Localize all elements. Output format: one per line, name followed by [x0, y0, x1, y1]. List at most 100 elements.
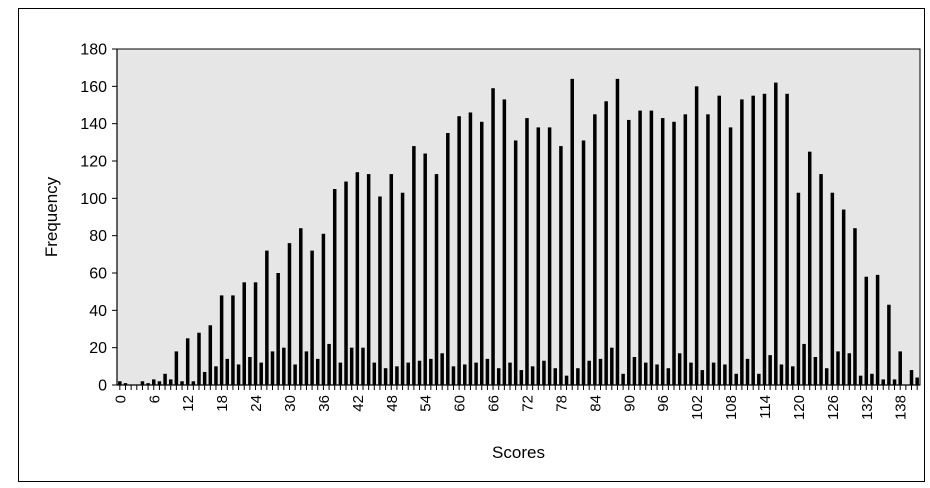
bar [683, 114, 688, 385]
bar [389, 174, 394, 385]
y-tick-label: 40 [89, 303, 107, 320]
x-tick-label: 66 [486, 395, 503, 412]
bar [779, 364, 784, 385]
bar [672, 121, 676, 386]
bar [259, 362, 263, 385]
x-tick-label: 48 [384, 395, 401, 412]
bar [152, 379, 156, 385]
bar [146, 383, 150, 385]
bar [491, 88, 495, 385]
bar [559, 146, 563, 385]
bar [791, 366, 795, 385]
x-tick-label: 72 [519, 395, 536, 412]
bar [909, 370, 914, 385]
bar [813, 357, 818, 385]
bar [423, 153, 427, 385]
x-tick-label: 96 [655, 395, 672, 412]
bar [429, 358, 433, 385]
bar [694, 86, 699, 385]
x-tick-label: 54 [418, 395, 435, 412]
bar [208, 325, 213, 385]
bar [440, 353, 444, 385]
bar [751, 95, 755, 386]
x-tick-label: 6 [146, 395, 163, 403]
bar [581, 140, 586, 385]
bar [734, 373, 738, 385]
bar [355, 172, 360, 385]
bar [332, 189, 337, 385]
x-tick-label: 138 [893, 395, 910, 420]
bar [830, 192, 835, 385]
y-tick-label: 180 [80, 42, 107, 59]
x-tick-label: 114 [757, 395, 774, 419]
bar [378, 196, 382, 385]
bar [530, 366, 535, 385]
bar [327, 343, 331, 385]
bar [270, 351, 275, 385]
y-axis: 0 20 40 60 80 100 120 140 160 180 [80, 42, 118, 395]
bar [315, 358, 320, 385]
bar [598, 358, 603, 385]
bar [677, 353, 682, 385]
bar [513, 140, 518, 385]
bar [615, 78, 620, 385]
bar [723, 364, 727, 385]
bar [412, 146, 416, 385]
bar [372, 362, 377, 385]
bar [185, 338, 190, 385]
bar [717, 95, 722, 386]
bar [168, 379, 173, 385]
bar [819, 174, 823, 385]
bar [202, 371, 207, 385]
bar [231, 295, 235, 385]
bar [853, 228, 857, 385]
bar [570, 78, 574, 385]
bar [508, 362, 512, 385]
x-axis: 0 6 12 18 24 30 36 42 48 54 60 66 72 78 84 90 96 102 108 11… [112, 384, 920, 420]
x-tick-label: 18 [214, 395, 231, 412]
bar [841, 209, 846, 385]
bar [479, 121, 484, 386]
x-tick-label: 78 [553, 395, 570, 412]
x-tick-label: 84 [587, 395, 604, 412]
bar [123, 383, 128, 385]
bar [468, 112, 473, 385]
bar [434, 174, 439, 385]
bar [740, 99, 744, 386]
bar [366, 174, 371, 385]
x-tick-label: 108 [723, 395, 740, 420]
bar [802, 343, 806, 385]
bar [304, 351, 309, 385]
bar [621, 373, 625, 385]
y-tick-label: 100 [80, 191, 107, 208]
bar [157, 381, 162, 385]
bar [796, 192, 801, 385]
bar [525, 118, 529, 386]
y-tick-label: 140 [80, 116, 107, 133]
bar [700, 370, 705, 385]
bar [191, 381, 196, 385]
x-axis-label: Scores [492, 443, 545, 462]
bar [197, 332, 201, 385]
bar [757, 373, 761, 385]
bar [547, 127, 552, 386]
bar [774, 82, 778, 385]
bar [638, 110, 642, 385]
bar [236, 364, 241, 385]
y-tick-label: 0 [98, 378, 107, 395]
x-tick-label: 36 [316, 395, 333, 412]
bar [310, 250, 314, 385]
bar [457, 116, 461, 385]
y-tick-label: 20 [89, 340, 107, 357]
bar [287, 243, 292, 385]
bar [875, 274, 880, 385]
y-tick-label: 80 [89, 228, 107, 245]
bar [660, 118, 665, 386]
bar [344, 181, 348, 385]
bar [474, 362, 478, 385]
y-tick-label: 160 [80, 79, 107, 96]
bar [542, 360, 546, 385]
bar [163, 373, 167, 385]
histogram-chart: 0 20 40 60 80 100 120 140 160 180 0 6 12 18 24 30 36 42 4… [42, 42, 921, 462]
x-tick-label: 132 [859, 395, 876, 420]
